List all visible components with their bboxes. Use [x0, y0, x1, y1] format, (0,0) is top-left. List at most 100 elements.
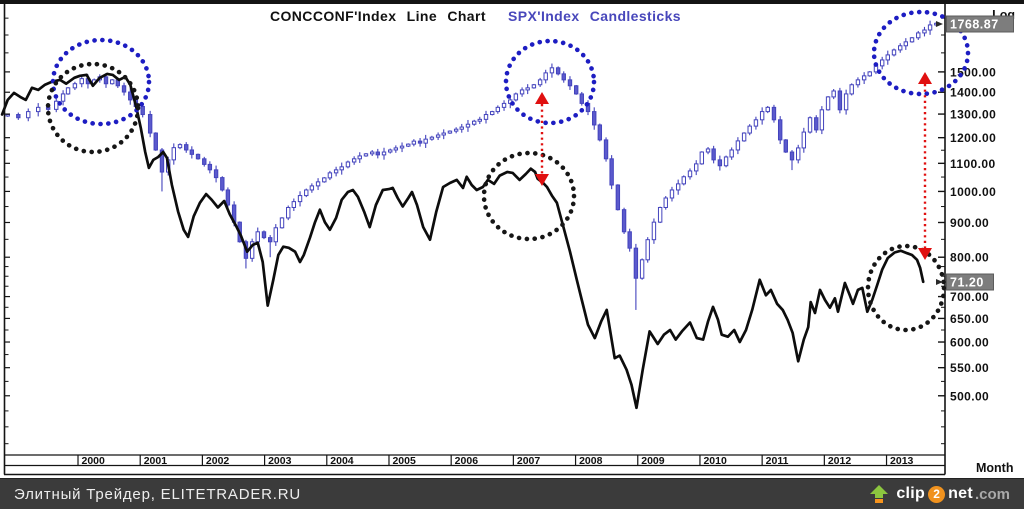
candle-body	[669, 189, 675, 199]
candle-body	[801, 131, 807, 149]
candle-body	[309, 185, 315, 191]
x-year-label: 2007	[517, 455, 541, 467]
x-year-label: 2003	[268, 455, 292, 467]
x-year-label: 2008	[579, 455, 603, 467]
highlight-circle-blue	[871, 9, 971, 97]
x-axis-unit-label: Month	[976, 461, 1013, 475]
candle-body	[819, 109, 825, 131]
candle-body	[909, 37, 915, 43]
clip2net-logo[interactable]: clip 2 net .com	[869, 485, 1010, 503]
candle-body	[916, 32, 921, 39]
candle-body	[694, 163, 699, 172]
candle-body	[483, 114, 489, 120]
red-arrow-head-down-icon	[535, 174, 549, 186]
candle-body	[490, 111, 495, 116]
candle-body	[79, 78, 84, 85]
candle-body	[633, 247, 639, 279]
x-year-label: 2001	[144, 455, 168, 467]
candle-body	[747, 125, 752, 134]
candle-body	[735, 140, 741, 151]
candle-body	[831, 90, 836, 98]
y-tick-label: 650.00	[950, 312, 989, 326]
candle-body	[867, 71, 872, 77]
y-tick-label: 1300.00	[950, 108, 996, 122]
red-arrow-head-down-icon	[918, 248, 932, 260]
candle-body	[651, 221, 657, 241]
x-year-label: 2000	[82, 455, 106, 467]
candle-body	[273, 227, 278, 243]
candle-body	[645, 239, 650, 261]
x-year-label: 2011	[766, 455, 789, 467]
candle-body	[189, 149, 195, 155]
x-year-label: 2005	[392, 455, 416, 467]
candle-body	[417, 140, 423, 144]
candle-body	[879, 59, 885, 67]
candle-body	[36, 106, 41, 113]
candle-body	[549, 67, 555, 74]
candle-body	[72, 83, 78, 89]
candle-body	[922, 29, 927, 34]
highlight-circle-blue	[503, 38, 597, 126]
y-tick-label: 800.00	[950, 251, 989, 265]
x-year-label: 2010	[703, 455, 727, 467]
candle-body	[213, 169, 219, 179]
confidence-last-value-tag: 71.20	[936, 273, 994, 291]
candle-body	[561, 73, 566, 81]
candle-body	[729, 149, 734, 158]
y-tick-label: 900.00	[950, 216, 989, 230]
candle-body	[159, 149, 165, 173]
highlight-circle-black	[45, 61, 141, 155]
candle-body	[291, 201, 297, 208]
candle-body	[140, 105, 145, 116]
annotation-circles-and-arrows	[45, 9, 971, 333]
y-tick-label: 700.00	[950, 290, 989, 304]
candle-body	[357, 155, 362, 160]
candle-body	[861, 75, 867, 81]
candle-body	[429, 136, 435, 140]
candle-body	[603, 139, 609, 160]
candle-body	[171, 147, 176, 161]
x-year-label: 2013	[890, 455, 914, 467]
candle-body	[609, 158, 614, 186]
candle-body	[177, 144, 183, 149]
logo-text-com: .com	[974, 485, 1010, 503]
candle-body	[687, 170, 693, 178]
candle-body	[573, 85, 579, 95]
clip2net-arrow-icon	[870, 485, 889, 503]
candle-body	[789, 151, 795, 161]
candle-body	[375, 151, 380, 156]
candle-body	[261, 231, 267, 239]
candle-body	[279, 217, 285, 229]
candle-body	[304, 189, 309, 197]
candle-body	[65, 87, 71, 95]
y-tick-label: 1400.00	[950, 86, 996, 100]
candle-body	[592, 111, 597, 126]
candle-body	[220, 177, 225, 191]
candle-body	[459, 126, 464, 130]
logo-badge-2: 2	[928, 485, 946, 503]
candle-body	[579, 93, 584, 104]
candle-body	[322, 177, 327, 183]
candle-body	[339, 166, 344, 171]
candle-body	[153, 132, 158, 151]
candle-body	[333, 169, 339, 174]
candle-body	[16, 114, 21, 119]
candle-body	[423, 138, 428, 144]
candle-body	[202, 158, 207, 165]
candle-body	[675, 183, 681, 191]
candle-body	[477, 118, 482, 122]
candle-body	[525, 87, 530, 91]
footer-bar: Элитный Трейдер, ELITETRADER.RU clip 2 n…	[0, 478, 1024, 509]
candle-body	[615, 184, 621, 211]
candle-body	[765, 106, 770, 113]
candle-body	[207, 163, 213, 171]
y-tick-label: 1100.00	[950, 157, 996, 171]
candle-body	[807, 117, 813, 133]
candle-body	[54, 100, 59, 110]
confidence-line	[0, 72, 925, 410]
candle-body	[147, 114, 153, 134]
candle-body	[255, 231, 260, 243]
candle-body	[759, 111, 765, 121]
candle-body	[849, 84, 854, 95]
chart-title-candle-series: SPX'Index Candlesticks	[508, 8, 681, 24]
